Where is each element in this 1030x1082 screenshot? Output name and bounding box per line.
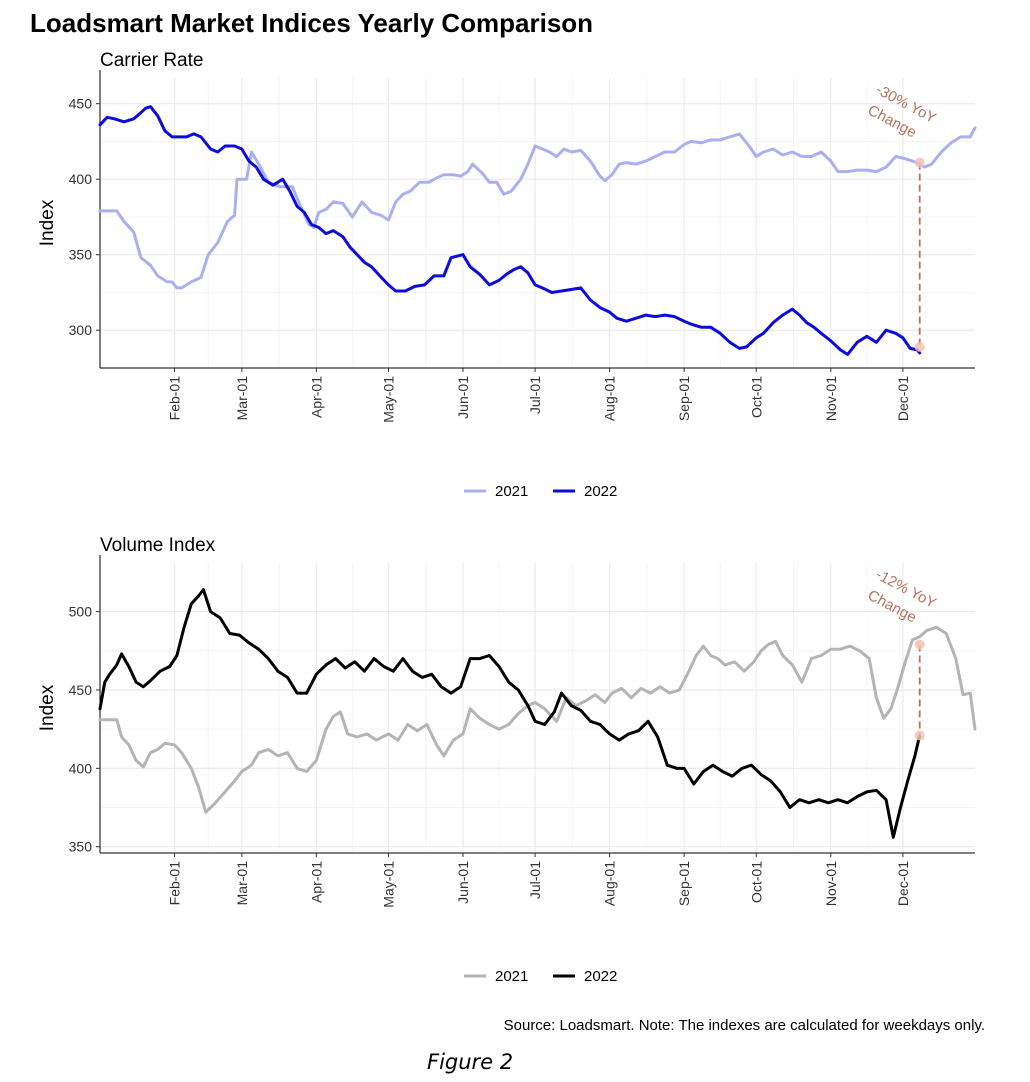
series-line-2021 xyxy=(98,126,977,290)
y-tick-label: 350 xyxy=(69,247,93,263)
x-tick-label: Sep-01 xyxy=(676,861,692,906)
x-tick-label: Aug-01 xyxy=(602,376,618,421)
x-tick-label: May-01 xyxy=(380,861,396,908)
y-tick-label: 300 xyxy=(69,322,93,338)
y-tick-label: 350 xyxy=(69,839,93,855)
x-tick-label: Mar-01 xyxy=(234,861,250,906)
x-tick-label: Apr-01 xyxy=(308,861,324,903)
x-tick-label: Feb-01 xyxy=(167,861,183,906)
yoy-point-2022 xyxy=(914,730,925,741)
y-axis-title: Index xyxy=(37,684,58,731)
y-tick-label: 450 xyxy=(69,96,93,112)
yoy-point-2022 xyxy=(914,341,925,352)
x-tick-label: Dec-01 xyxy=(895,861,911,906)
legend-label-2021: 2021 xyxy=(495,483,528,500)
y-tick-label: 450 xyxy=(69,682,93,698)
x-tick-label: Nov-01 xyxy=(823,376,839,421)
legend: 2021 2022 xyxy=(464,483,617,500)
y-tick-label: 400 xyxy=(69,760,93,776)
series-line-2022 xyxy=(98,588,922,839)
x-tick-label: Jul-01 xyxy=(527,376,543,414)
legend-label-2022: 2022 xyxy=(584,483,617,500)
x-tick-label: Oct-01 xyxy=(748,376,764,418)
volume-index-chart: Volume Index 350 400 450 500 Index Feb-01 Mar-0… xyxy=(37,535,977,985)
x-tick-label: Jun-01 xyxy=(455,376,471,419)
y-tick-label: 400 xyxy=(69,171,93,187)
chart-subtitle: Carrier Rate xyxy=(100,50,203,71)
x-tick-label: Nov-01 xyxy=(823,861,839,906)
x-tick-label: May-01 xyxy=(380,376,396,423)
series-line-2022 xyxy=(98,105,922,356)
source-note: Source: Loadsmart. Note: The indexes are… xyxy=(503,1017,985,1034)
x-tick-label: Aug-01 xyxy=(602,861,618,906)
y-tick-label: 500 xyxy=(69,604,93,620)
x-tick-label: Mar-01 xyxy=(234,376,250,421)
x-tick-label: Jul-01 xyxy=(527,861,543,899)
x-tick-label: Oct-01 xyxy=(748,861,764,903)
legend: 2021 2022 xyxy=(464,968,617,985)
carrier-rate-chart: Carrier Rate 300 350 400 450 Index Feb-01 Mar-0… xyxy=(37,50,977,500)
yoy-point-2021 xyxy=(914,157,925,168)
gridlines xyxy=(100,78,975,368)
gridlines xyxy=(100,563,975,853)
x-tick-label: Dec-01 xyxy=(895,376,911,421)
yoy-point-2021 xyxy=(914,639,925,650)
figure-caption: Figure 2 xyxy=(427,1050,514,1074)
legend-label-2022: 2022 xyxy=(584,968,617,985)
x-tick-label: Apr-01 xyxy=(308,376,324,418)
legend-label-2021: 2021 xyxy=(495,968,528,985)
main-title: Loadsmart Market Indices Yearly Comparis… xyxy=(30,8,594,38)
x-tick-label: Sep-01 xyxy=(676,376,692,421)
y-axis-title: Index xyxy=(37,199,58,246)
chart-subtitle: Volume Index xyxy=(100,535,216,556)
x-tick-label: Jun-01 xyxy=(455,861,471,904)
x-tick-label: Feb-01 xyxy=(167,376,183,421)
series-line-2021 xyxy=(98,625,977,814)
